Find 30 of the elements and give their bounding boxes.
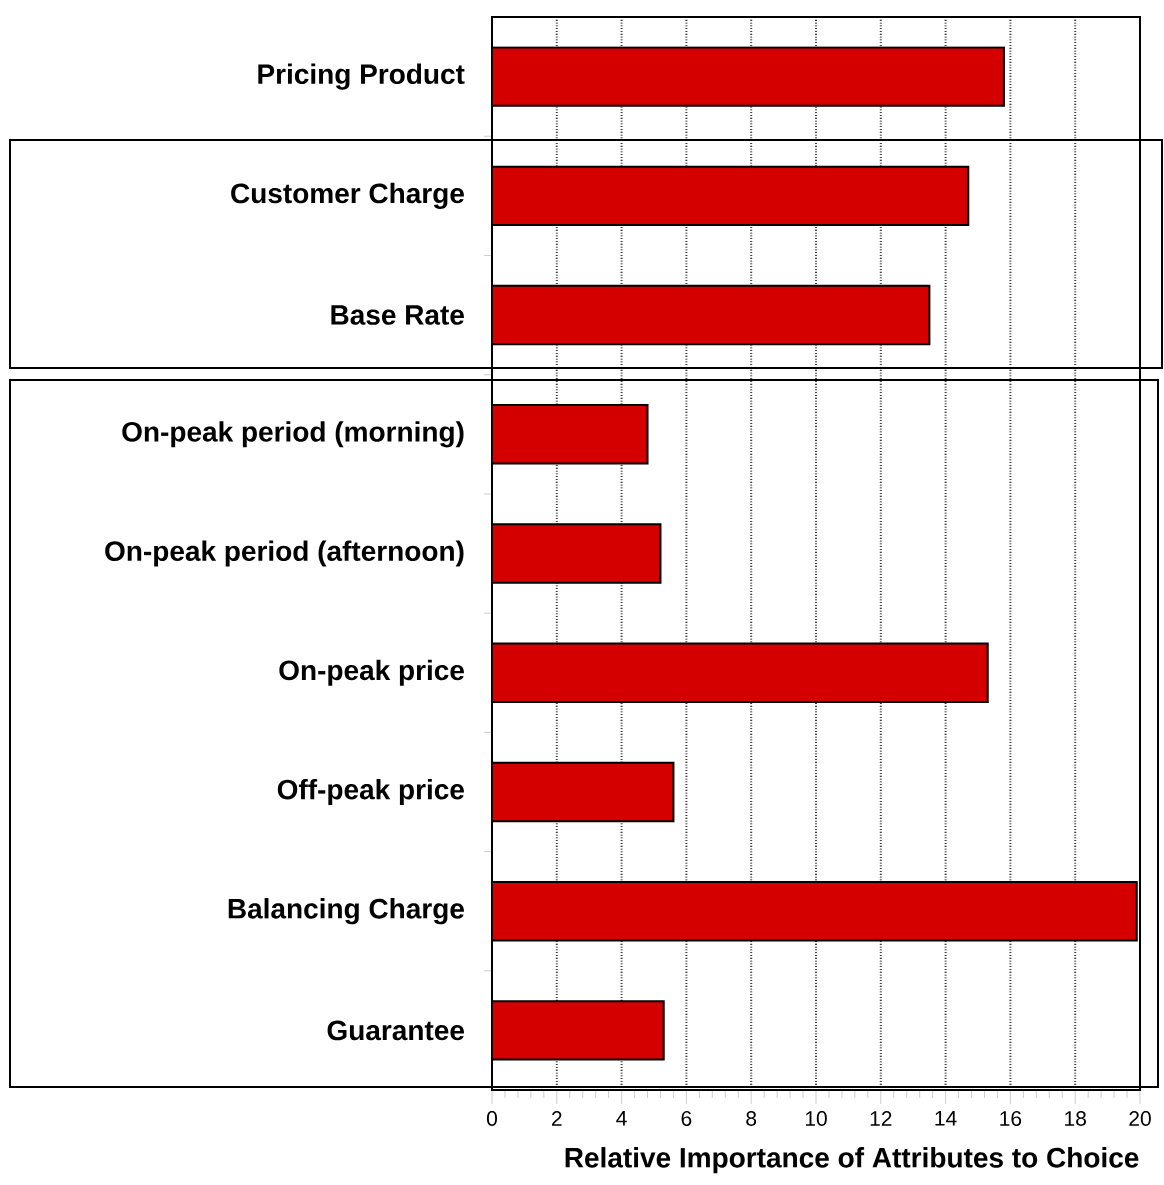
- x-tick-label: 10: [805, 1111, 827, 1126]
- bar: [492, 761, 675, 823]
- bar: [492, 523, 662, 584]
- y-tick-label: Customer Charge: [231, 182, 464, 209]
- y-tick-label: On-peak period (morning): [122, 421, 464, 448]
- bar: [492, 165, 970, 227]
- x-axis-title: Relative Importance of Attributes to Choice: [565, 1147, 1139, 1174]
- bar: [492, 642, 989, 703]
- x-tick-label: 14: [935, 1111, 957, 1126]
- bar: [492, 284, 931, 346]
- x-tick-label: 6: [681, 1111, 692, 1126]
- y-tick-label: Balancing Charge: [228, 898, 464, 925]
- x-tick-label: 2: [552, 1111, 562, 1126]
- x-tick-label: 20: [1129, 1111, 1151, 1126]
- y-tick-label: Pricing Product: [258, 63, 465, 90]
- y-tick-label: On-peak period (afternoon): [105, 540, 464, 567]
- x-tick-label: 16: [1000, 1111, 1022, 1126]
- bar: [492, 880, 1138, 942]
- x-tick-label: 0: [486, 1111, 498, 1126]
- y-tick-label: Guarantee: [327, 1020, 464, 1041]
- x-tick-label: 12: [870, 1111, 892, 1126]
- y-tick-label: Base Rate: [331, 305, 464, 325]
- x-tick-label: 4: [616, 1111, 627, 1126]
- x-tick-label: 8: [746, 1111, 757, 1126]
- bar: [492, 46, 1005, 107]
- bar: [492, 404, 649, 465]
- bar: [492, 1000, 665, 1061]
- x-tick-label: 18: [1065, 1111, 1086, 1126]
- y-tick-label: Off-peak price: [277, 778, 464, 805]
- y-tick-label: On-peak price: [279, 659, 464, 686]
